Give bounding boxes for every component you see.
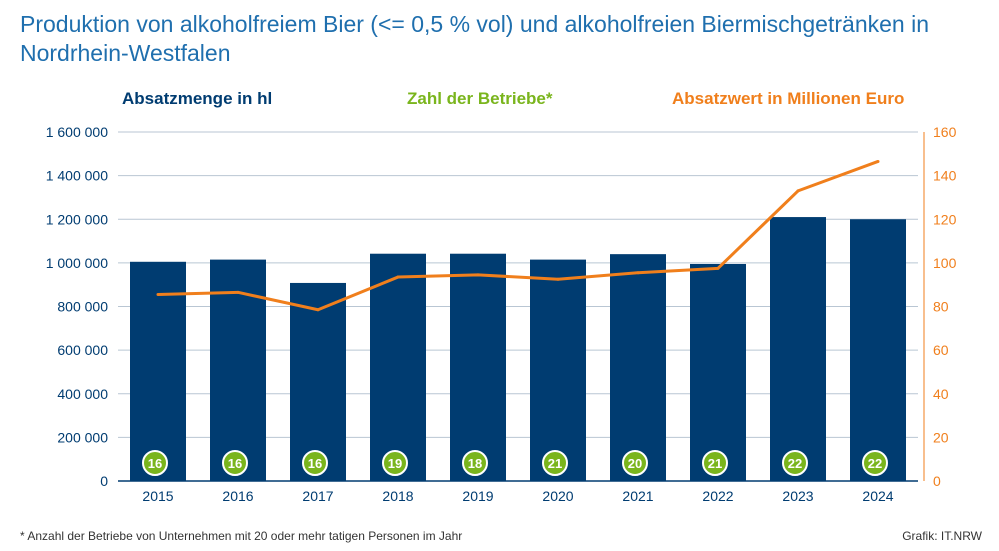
- line-point: [316, 308, 320, 312]
- line-point: [396, 275, 400, 279]
- right-tick-label: 80: [933, 299, 949, 315]
- betriebe-badge: [862, 450, 888, 476]
- betriebe-badge: [222, 450, 248, 476]
- left-tick-label: 1 000 000: [46, 255, 108, 271]
- betriebe-badge: [542, 450, 568, 476]
- bar: [130, 261, 186, 481]
- betriebe-badge-label: 19: [388, 456, 402, 471]
- right-tick-label: 20: [933, 429, 949, 445]
- x-tick-label: 2020: [542, 488, 573, 504]
- x-tick-label: 2016: [222, 488, 253, 504]
- betriebe-badge-label: 21: [548, 456, 562, 471]
- betriebe-badge-label: 20: [628, 456, 642, 471]
- betriebe-badge: [462, 450, 488, 476]
- x-tick-label: 2019: [462, 488, 493, 504]
- right-tick-label: 40: [933, 386, 949, 402]
- bar: [850, 219, 906, 481]
- x-tick-label: 2015: [142, 488, 173, 504]
- legend-absatzwert: Absatzwert in Millionen Euro: [672, 89, 905, 108]
- right-tick-label: 100: [933, 255, 957, 271]
- footnote: * Anzahl der Betriebe von Unternehmen mi…: [20, 529, 463, 543]
- left-tick-label: 0: [100, 473, 108, 489]
- legend-zahl-der-betriebe: Zahl der Betriebe*: [407, 89, 553, 108]
- line-point: [876, 159, 880, 163]
- source-credit: Grafik: IT.NRW: [902, 529, 982, 543]
- betriebe-badge-label: 22: [868, 456, 882, 471]
- absatzwert-line: [157, 160, 879, 312]
- line-point: [796, 189, 800, 193]
- right-tick-label: 160: [933, 124, 957, 140]
- line-point: [476, 273, 480, 277]
- legend-absatzmenge: Absatzmenge in hl: [122, 89, 273, 108]
- bar: [290, 282, 346, 481]
- betriebe-badge-label: 16: [228, 456, 242, 471]
- x-tick-label: 2021: [622, 488, 653, 504]
- betriebe-badge: [622, 450, 648, 476]
- chart-title: Produktion von alkoholfreiem Bier (<= 0,…: [20, 11, 929, 66]
- left-tick-label: 800 000: [57, 299, 108, 315]
- x-tick-label: 2024: [862, 488, 893, 504]
- line-point: [636, 271, 640, 275]
- betriebe-badge: [382, 450, 408, 476]
- right-tick-label: 0: [933, 473, 941, 489]
- line-point: [716, 266, 720, 270]
- line-point: [236, 290, 240, 294]
- bar: [450, 253, 506, 481]
- right-tick-label: 140: [933, 168, 957, 184]
- bar: [530, 259, 586, 481]
- bar: [770, 217, 826, 481]
- line-point: [156, 293, 160, 297]
- betriebe-badge: [142, 450, 168, 476]
- left-tick-label: 200 000: [57, 429, 108, 445]
- bar: [370, 253, 426, 481]
- betriebe-badge-label: 22: [788, 456, 802, 471]
- line-point: [556, 277, 560, 281]
- betriebe-badge-label: 21: [708, 456, 722, 471]
- x-tick-label: 2018: [382, 488, 413, 504]
- betriebe-badge-label: 16: [308, 456, 322, 471]
- betriebe-badge: [302, 450, 328, 476]
- bar: [610, 254, 666, 481]
- right-tick-label: 60: [933, 342, 949, 358]
- left-tick-label: 1 600 000: [46, 124, 108, 140]
- left-tick-label: 600 000: [57, 342, 108, 358]
- left-tick-label: 1 400 000: [46, 168, 108, 184]
- left-tick-label: 400 000: [57, 386, 108, 402]
- betriebe-badge-label: 16: [148, 456, 162, 471]
- x-tick-label: 2017: [302, 488, 333, 504]
- left-tick-label: 1 200 000: [46, 211, 108, 227]
- bar: [690, 263, 746, 481]
- betriebe-badge: [782, 450, 808, 476]
- x-tick-label: 2023: [782, 488, 813, 504]
- betriebe-badge-label: 18: [468, 456, 482, 471]
- right-tick-label: 120: [933, 211, 957, 227]
- betriebe-badge: [702, 450, 728, 476]
- x-tick-label: 2022: [702, 488, 733, 504]
